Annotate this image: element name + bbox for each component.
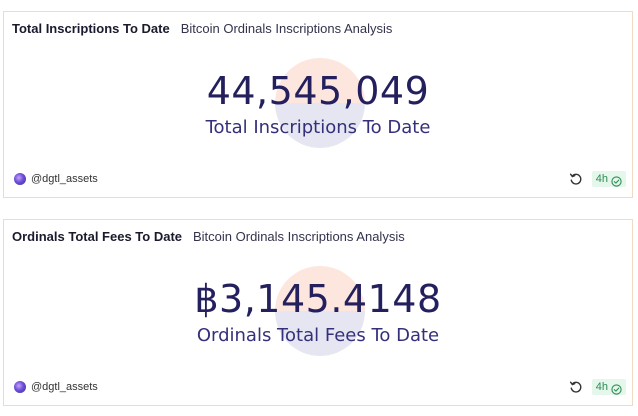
author-username: @dgtl_assets [31, 173, 98, 185]
freshness-badge: 4h [591, 379, 626, 395]
avatar [14, 381, 26, 393]
counter-value: ฿3,145.4148 [194, 277, 442, 321]
author-username: @dgtl_assets [31, 381, 98, 393]
card-subtitle[interactable]: Bitcoin Ordinals Inscriptions Analysis [180, 21, 393, 36]
card-header: Ordinals Total Fees To Date Bitcoin Ordi… [12, 229, 624, 249]
check-circle-icon [611, 382, 622, 395]
card-subtitle[interactable]: Bitcoin Ordinals Inscriptions Analysis [193, 229, 405, 244]
age-text: 4h [595, 381, 608, 393]
card-footer-status: 4h [569, 378, 626, 396]
counter-value: 44,545,049 [206, 69, 430, 113]
watermark-logo [275, 266, 365, 356]
avatar [14, 173, 26, 185]
age-text: 4h [595, 173, 608, 185]
counter-card-total-fees: Ordinals Total Fees To Date Bitcoin Ordi… [3, 219, 633, 406]
counter-label: Ordinals Total Fees To Date [196, 325, 440, 346]
card-title[interactable]: Ordinals Total Fees To Date [12, 229, 182, 244]
counter-label: Total Inscriptions To Date [205, 117, 431, 138]
watermark-logo [275, 58, 365, 148]
card-header: Total Inscriptions To Date Bitcoin Ordin… [12, 21, 624, 41]
author-link[interactable]: @dgtl_assets [14, 379, 98, 395]
author-link[interactable]: @dgtl_assets [14, 171, 98, 187]
check-circle-icon [611, 174, 622, 187]
freshness-badge: 4h [591, 171, 626, 187]
refresh-icon[interactable] [569, 380, 583, 394]
refresh-icon[interactable] [569, 172, 583, 186]
card-title[interactable]: Total Inscriptions To Date [12, 21, 170, 36]
card-footer-status: 4h [569, 170, 626, 188]
counter-card-total-inscriptions: Total Inscriptions To Date Bitcoin Ordin… [3, 11, 633, 198]
